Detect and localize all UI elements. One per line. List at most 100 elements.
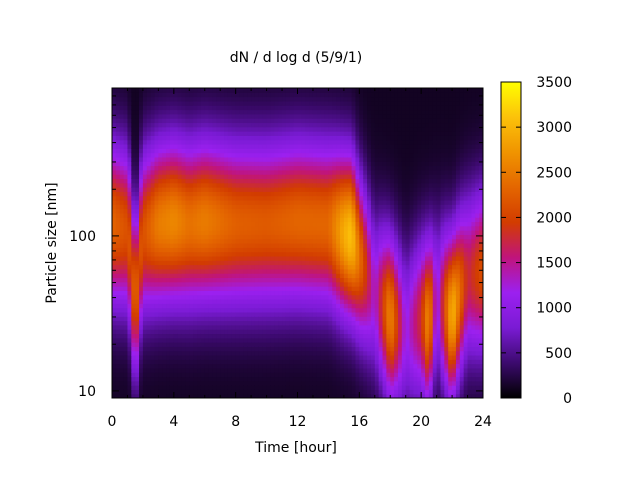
heatmap-cell (227, 113, 233, 119)
heatmap-cell (142, 169, 148, 175)
heatmap-cell (220, 320, 225, 326)
heatmap-cell (220, 152, 225, 158)
heatmap-cell (251, 126, 256, 132)
heatmap-cell (243, 113, 248, 119)
heatmap-cell (251, 380, 256, 386)
heatmap-cell (301, 182, 306, 188)
heatmap-cell (127, 367, 132, 373)
heatmap-cell (347, 88, 353, 93)
heatmap-cell (220, 372, 225, 378)
heatmap-cell (355, 182, 360, 188)
heatmap-cell (343, 212, 349, 218)
heatmap-cell (200, 122, 206, 128)
heatmap-cell (150, 165, 156, 171)
heatmap-cell (200, 238, 206, 244)
heatmap-cell (359, 96, 364, 102)
heatmap-cell (139, 152, 144, 158)
heatmap-cell (351, 139, 357, 145)
heatmap-cell (370, 88, 376, 93)
heatmap-cell (305, 122, 310, 128)
heatmap-cell (316, 238, 322, 244)
heatmap-cell (193, 376, 198, 382)
heatmap-cell (336, 217, 341, 223)
heatmap-cell (166, 363, 171, 369)
heatmap-cell (227, 359, 233, 365)
heatmap-cell (235, 290, 241, 296)
heatmap-cell (166, 152, 171, 158)
heatmap-cell (289, 191, 295, 197)
heatmap-cell (127, 178, 132, 184)
heatmap-cell (370, 105, 376, 111)
heatmap-cell (181, 303, 187, 309)
heatmap-cell (169, 385, 175, 390)
heatmap-cell (282, 92, 287, 98)
heatmap-cell (181, 122, 187, 128)
heatmap-cell (231, 346, 237, 352)
heatmap-cell (340, 174, 345, 180)
heatmap-cell (359, 393, 364, 398)
heatmap-cell (200, 187, 206, 192)
heatmap-cell (189, 243, 194, 248)
heatmap-cell (239, 264, 244, 270)
heatmap-cell (181, 346, 187, 352)
heatmap-cell (169, 359, 175, 365)
heatmap-cell (262, 294, 268, 300)
heatmap-cell (312, 342, 318, 347)
heatmap-cell (351, 367, 357, 373)
heatmap-cell (173, 161, 179, 167)
heatmap-cell (127, 372, 132, 378)
heatmap-cell (158, 303, 163, 309)
heatmap-cell (243, 251, 248, 257)
heatmap-cell (177, 367, 183, 373)
heatmap-cell (185, 225, 190, 231)
heatmap-cell (158, 286, 163, 291)
heatmap-cell (169, 204, 175, 210)
heatmap-cell (212, 131, 217, 136)
heatmap-cell (162, 92, 167, 98)
heatmap-cell (370, 372, 376, 378)
heatmap-cell (351, 324, 357, 330)
heatmap-cell (235, 350, 241, 356)
heatmap-cell (355, 204, 360, 210)
heatmap-cell (309, 251, 314, 257)
heatmap-cell (336, 182, 341, 188)
heatmap-cell (162, 324, 167, 330)
heatmap-cell (262, 126, 268, 132)
heatmap-cell (247, 143, 252, 149)
heatmap-cell (347, 329, 353, 335)
heatmap-cell (154, 264, 159, 270)
heatmap-cell (189, 260, 194, 266)
heatmap-cell (224, 221, 229, 227)
heatmap-cell (285, 208, 291, 214)
heatmap-cell (123, 208, 129, 214)
heatmap-cell (142, 255, 148, 261)
heatmap-cell (324, 264, 330, 270)
heatmap-cell (266, 96, 272, 102)
heatmap-cell (127, 96, 132, 102)
heatmap-cell (336, 139, 341, 145)
heatmap-cell (115, 208, 121, 214)
heatmap-cell (278, 225, 283, 231)
heatmap-cell (243, 148, 248, 154)
heatmap-cell (282, 337, 287, 343)
heatmap-cell (336, 118, 341, 124)
heatmap-cell (220, 174, 225, 180)
heatmap-cell (355, 251, 360, 257)
heatmap-cell (355, 290, 360, 296)
heatmap-cell (142, 156, 148, 162)
heatmap-cell (374, 230, 380, 235)
heatmap-cell (343, 113, 349, 119)
heatmap-cell (367, 350, 372, 356)
heatmap-cell (320, 251, 326, 257)
heatmap-cell (185, 307, 190, 313)
heatmap-cell (351, 230, 357, 235)
heatmap-cell (324, 208, 330, 214)
heatmap-cell (208, 230, 214, 235)
heatmap-cell (115, 199, 121, 205)
heatmap-cell (135, 251, 140, 257)
heatmap-cell (309, 178, 314, 184)
heatmap-cell (231, 126, 237, 132)
heatmap-cell (351, 255, 357, 261)
heatmap-cell (266, 359, 272, 365)
heatmap-cell (367, 307, 372, 313)
